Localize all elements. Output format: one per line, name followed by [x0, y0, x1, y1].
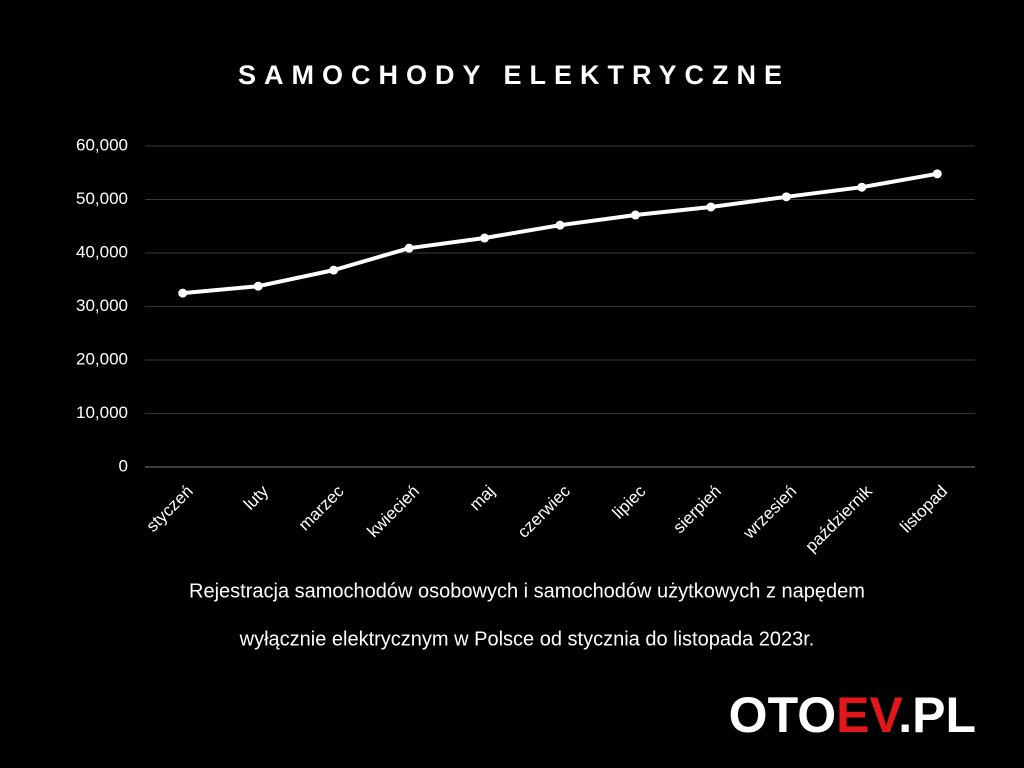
point [781, 192, 791, 202]
y-tick-label: 10,000 [76, 403, 128, 422]
point [857, 182, 867, 192]
y-tick-label: 20,000 [76, 349, 128, 368]
point [706, 202, 716, 212]
logo-part: EV [836, 687, 903, 743]
point [178, 288, 188, 298]
logo: OTOEV.PL [729, 687, 976, 743]
logo-part: .PL [898, 687, 976, 743]
y-tick-label: 30,000 [76, 296, 128, 315]
y-tick-label: 50,000 [76, 189, 128, 208]
point [932, 169, 942, 179]
chart-title: SAMOCHODY ELEKTRYCZNE [238, 60, 790, 90]
y-tick-label: 40,000 [76, 242, 128, 261]
subtitle: wyłącznie elektrycznym w Polsce od stycz… [239, 628, 815, 650]
point [329, 265, 339, 275]
y-tick-label: 60,000 [76, 135, 128, 154]
subtitle: Rejestracja samochodów osobowych i samoc… [189, 580, 865, 602]
y-tick-label: 0 [119, 456, 128, 475]
point [630, 210, 640, 220]
point [555, 220, 565, 230]
point [480, 233, 490, 243]
point [404, 243, 414, 253]
point [253, 281, 263, 291]
logo-part: OTO [729, 687, 836, 743]
